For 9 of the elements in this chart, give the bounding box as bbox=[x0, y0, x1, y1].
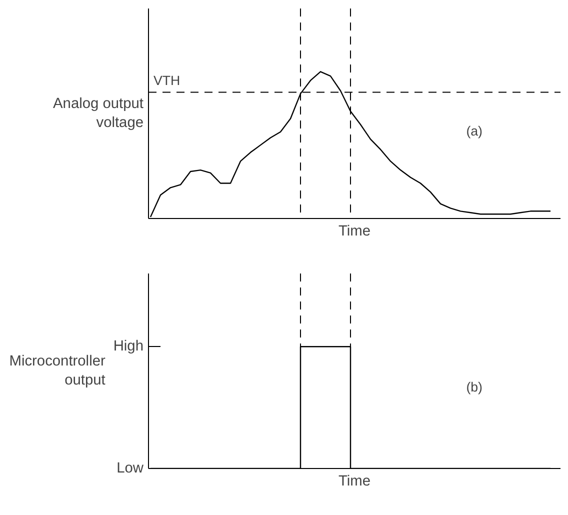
x-axis-title: Time bbox=[338, 224, 371, 240]
annotation: (b) bbox=[466, 379, 482, 394]
text: Low bbox=[116, 460, 144, 476]
text: High bbox=[113, 338, 144, 355]
x-axis-title: Time bbox=[338, 474, 371, 490]
annotation: (a) bbox=[466, 124, 482, 139]
y-axis-title: Analog output voltage bbox=[53, 96, 144, 132]
ref-line-label: VTH bbox=[154, 73, 180, 88]
y-axis-title: Microcontroller output bbox=[9, 353, 106, 389]
